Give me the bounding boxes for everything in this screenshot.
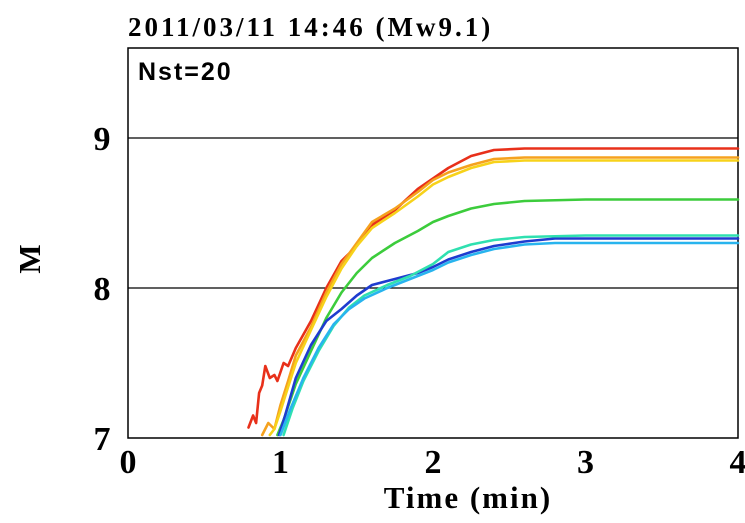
tick-labels: 0 1 2 3 4 7 8 9 (94, 121, 745, 481)
y-axis-label: M (12, 242, 47, 273)
x-tick-4: 4 (730, 444, 745, 481)
x-tick-2: 2 (425, 444, 442, 481)
x-tick-1: 1 (272, 444, 289, 481)
y-tick-8: 8 (94, 271, 111, 308)
series-line-1 (247, 147, 740, 429)
series-line-4 (276, 198, 740, 437)
series-lines (247, 147, 740, 437)
chart-title: 2011/03/11 14:46 (Mw9.1) (128, 12, 493, 42)
series-line-7 (279, 241, 740, 437)
series-line-3 (268, 159, 740, 437)
gridlines (128, 137, 738, 289)
x-tick-3: 3 (577, 444, 594, 481)
series-line-6 (282, 234, 740, 437)
y-tick-7: 7 (94, 421, 111, 458)
x-axis-label: Time (min) (384, 480, 552, 515)
station-count-annotation: Nst=20 (138, 58, 233, 86)
series-line-2 (260, 156, 740, 437)
y-tick-9: 9 (94, 121, 111, 158)
x-tick-0: 0 (120, 444, 137, 481)
series-line-5 (277, 237, 740, 437)
